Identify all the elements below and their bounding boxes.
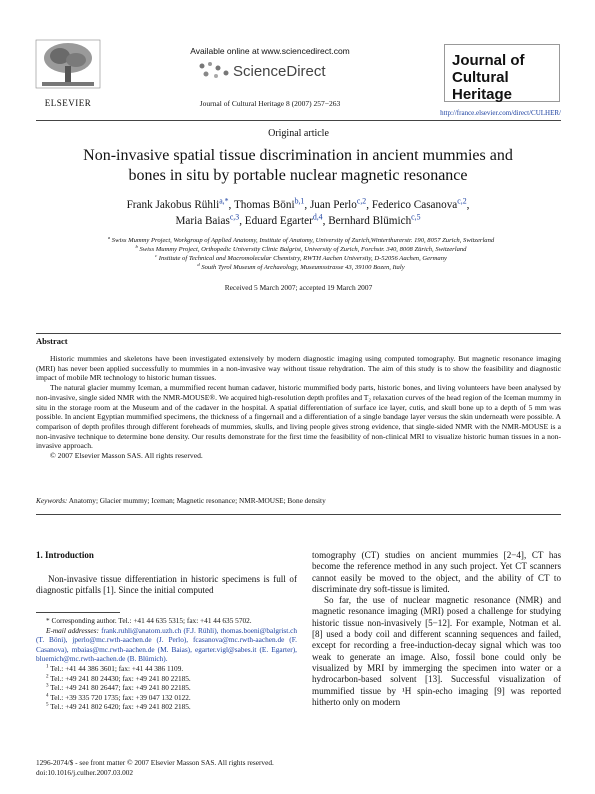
author-sup: c,2 (356, 196, 367, 206)
affiliation-sup: c (155, 252, 158, 258)
footnote-text: Tel.: +41 44 386 3601; fax: +41 44 386 1… (50, 663, 184, 673)
authors: Frank Jakobus Rühlia,*, Thomas Bönib,1, … (70, 197, 526, 229)
elsevier-tree (35, 39, 101, 89)
email-label: E-mail addresses: (46, 625, 99, 635)
footnote-num: 5 (46, 701, 49, 708)
author-sup: b,1 (294, 196, 305, 206)
issn-line: 1296-2074/$ - see front matter © 2007 El… (36, 758, 274, 767)
article-title: Non-invasive spatial tissue discriminati… (83, 147, 513, 184)
author-sep: , (466, 199, 470, 211)
footnote: 1 Tel.: +41 44 386 3601; fax: +41 44 386… (36, 664, 297, 674)
paragraph: tomography (CT) studies on ancient mummi… (312, 550, 561, 594)
keywords-rule (36, 514, 561, 515)
affiliations: a Swiss Mummy Project, Workgroup of Appl… (56, 234, 546, 272)
publisher-name: ELSEVIER (44, 98, 92, 108)
footnote: E-mail addresses: frank.ruhli@anatom.uzh… (36, 626, 297, 664)
affiliation: b Swiss Mummy Project, Orthopedic Univer… (56, 243, 546, 254)
abstract-paragraph: The natural glacier mummy Iceman, a mumm… (36, 383, 561, 451)
journal-citation: Journal of Cultural Heritage 8 (2007) 25… (199, 99, 341, 108)
author: Thomas Bönib,1, (233, 196, 308, 211)
affiliation: d South Tyrol Museum of Archaeology, Mus… (56, 261, 546, 272)
footnote-num: 1 (46, 663, 49, 670)
author-sep: , (366, 199, 370, 211)
author-name: Frank Jakobus Rühli (126, 199, 220, 211)
author-sep: , (304, 199, 308, 211)
footnote-text: Tel.: +49 241 80 24430; fax: +49 241 80 … (50, 673, 191, 683)
abstract-rule (36, 333, 561, 334)
affiliation-text: South Tyrol Museum of Archaeology, Museu… (201, 264, 405, 271)
author-name: Eduard Egarter (244, 215, 313, 227)
abstract-paragraph: © 2007 Elsevier Masson SAS. All rights r… (50, 451, 203, 461)
footnote: * Corresponding author. Tel.: +41 44 635… (46, 616, 252, 625)
url-link[interactable]: http://france.elsevier.com/direct/CULHER… (440, 109, 561, 117)
affiliation: a Swiss Mummy Project, Workgroup of Appl… (56, 234, 546, 245)
author: Juan Perloc,2, (309, 196, 370, 211)
affiliation-text: Institute of Technical and Macromolecula… (158, 255, 447, 262)
affiliation-text: Swiss Mummy Project, Orthopedic Universi… (139, 246, 467, 253)
abstract-heading: Abstract (36, 336, 68, 346)
author: Maria Baiasc,3, (175, 212, 242, 227)
author-sup: c,5 (411, 212, 421, 222)
journal-logo-box (444, 44, 560, 102)
author-sup: c,3 (229, 212, 240, 222)
footnote-text: Tel.: +49 241 802 6420; fax: +49 241 802… (50, 702, 191, 712)
intro-left: Non-invasive tissue differentiation in h… (36, 574, 297, 597)
keywords: Keywords: Anatomy; Glacier mummy; Iceman… (36, 496, 561, 505)
available-online: Available online at www.sciencedirect.co… (190, 46, 350, 56)
footnote-num: 2 (46, 673, 49, 680)
keywords-label: Keywords: (36, 496, 68, 505)
journal-logo: Journal of Cultural Heritage (452, 52, 525, 103)
footnote-text: Tel.: +49 241 80 26447; fax: +49 241 80 … (50, 683, 191, 693)
affiliation-sup: a (107, 234, 111, 240)
keywords-text: Anatomy; Glacier mummy; Iceman; Magnetic… (68, 496, 326, 505)
author-name: Federico Casanova (371, 199, 458, 211)
author-sep: , (239, 215, 242, 227)
footnote-num: 3 (46, 682, 49, 689)
affiliation-sup: d (197, 261, 200, 267)
affiliation-sup: b (135, 243, 138, 249)
sciencedirect-logo: ScienceDirect (233, 63, 326, 80)
paragraph: So far, the use of nuclear magnetic reso… (312, 595, 561, 707)
author-name: Maria Baias (175, 215, 230, 227)
article-type: Original article (268, 128, 329, 139)
footnotes: * Corresponding author. Tel.: +41 44 635… (36, 616, 297, 712)
author-sup: d,4 (312, 212, 323, 222)
header-rule (36, 120, 561, 121)
intro-right: tomography (CT) studies on ancient mummi… (312, 550, 561, 708)
author-sup: a,* (219, 196, 229, 206)
author-name: Bernhard Blümich (328, 215, 412, 227)
footnote: 2 Tel.: +49 241 80 24430; fax: +49 241 8… (36, 674, 297, 684)
abstract-body: Historic mummies and skeletons have been… (36, 354, 561, 461)
footnote-rule (36, 612, 120, 613)
section-heading: 1. Introduction (36, 550, 94, 560)
affiliation-text: Swiss Mummy Project, Workgroup of Applie… (111, 237, 495, 244)
abstract-paragraph: Historic mummies and skeletons have been… (36, 354, 561, 383)
footnote: 4 Tel.: +39 335 720 1735; fax: +39 047 1… (36, 693, 297, 703)
author: Bernhard Blümichc,5 (328, 212, 421, 227)
paragraph: Non-invasive tissue differentiation in h… (36, 574, 297, 596)
received-dates: Received 5 March 2007; accepted 19 March… (224, 283, 373, 292)
author: Federico Casanovac,2, (371, 196, 470, 211)
author-sup: c,2 (457, 196, 467, 206)
author: Frank Jakobus Rühlia,*, (126, 196, 232, 211)
author-sep: , (228, 199, 232, 211)
emails[interactable]: frank.ruhli@anatom.uzh.ch (F.J. Rühli), … (36, 625, 298, 664)
journal-url[interactable]: http://france.elsevier.com/direct/CULHER… (400, 109, 561, 117)
footnote-text: Tel.: +39 335 720 1735; fax: +39 047 132… (50, 692, 191, 702)
footnote: 5 Tel.: +49 241 802 6420; fax: +49 241 8… (36, 702, 297, 712)
author: Eduard Egarterd,4, (244, 212, 326, 227)
sciencedirect-dots (199, 62, 229, 78)
footnote-num: 4 (46, 692, 49, 699)
doi: doi:10.1016/j.culher.2007.03.002 (36, 768, 134, 777)
author-name: Thomas Böni (233, 199, 295, 211)
affiliation: c Institute of Technical and Macromolecu… (56, 252, 546, 263)
footnote: 3 Tel.: +49 241 80 26447; fax: +49 241 8… (36, 683, 297, 693)
author-name: Juan Perlo (309, 199, 357, 211)
author-sep: , (322, 215, 326, 227)
